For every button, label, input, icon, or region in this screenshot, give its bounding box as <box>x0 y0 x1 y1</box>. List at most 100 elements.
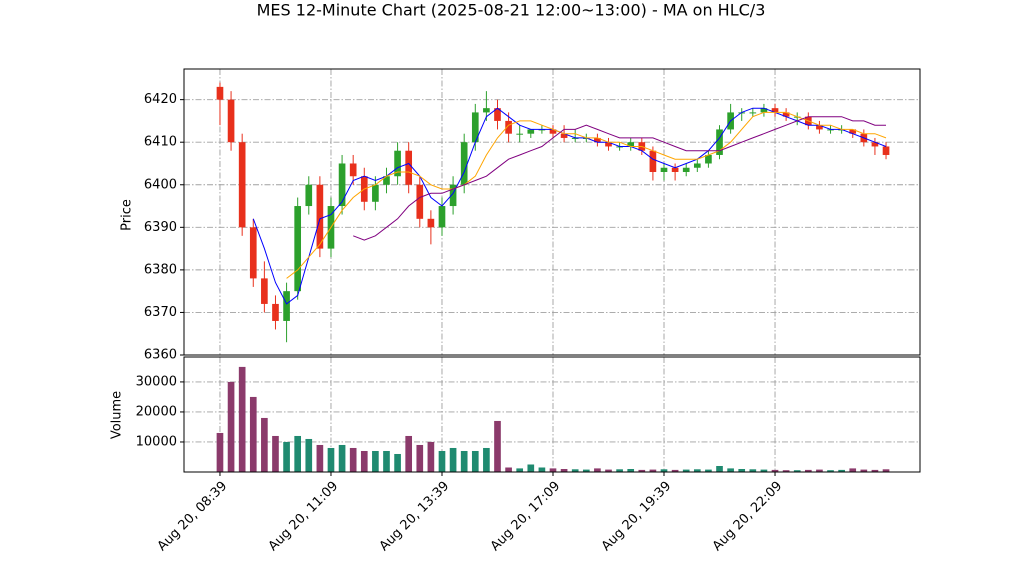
volume-bar <box>272 435 279 472</box>
candle-body <box>871 142 879 147</box>
volume-bar <box>660 469 668 472</box>
candle-body <box>238 142 246 228</box>
volume-bar <box>705 469 712 472</box>
volume-bar <box>349 447 357 472</box>
volume-bar <box>249 396 257 472</box>
volume-bar <box>605 469 612 472</box>
candle-body <box>649 150 657 172</box>
candle-body <box>560 133 568 138</box>
candle-body <box>427 218 435 228</box>
volume-bar <box>682 469 690 472</box>
volume-bar <box>305 438 313 472</box>
candle-body <box>338 163 346 207</box>
candle-body <box>483 108 490 113</box>
x-tick-label: Aug 20, 17:09 <box>488 479 564 555</box>
candle-body <box>216 86 224 100</box>
candle-body <box>249 227 257 279</box>
y-tick-label: 6380 <box>144 262 177 277</box>
volume-bar <box>827 470 834 472</box>
x-tick-label: Aug 20, 22:09 <box>710 479 786 555</box>
volume-bar <box>216 432 224 472</box>
volume-bar <box>327 447 335 472</box>
price-panel-frame <box>183 68 921 356</box>
volume-bar <box>294 435 302 472</box>
volume-bar <box>416 444 424 472</box>
volume-bar <box>638 469 646 472</box>
volume-bar <box>427 441 435 472</box>
volume-tick-label: 20000 <box>136 404 177 419</box>
volume-bar <box>582 469 590 472</box>
candle-body <box>849 129 857 134</box>
candle-body <box>494 108 501 121</box>
candle-body <box>582 137 590 139</box>
volume-bar <box>494 420 501 472</box>
volume-bar <box>571 469 579 472</box>
candle-body <box>349 163 357 177</box>
candle-body <box>394 150 401 177</box>
candle-body <box>705 154 712 164</box>
candle-body <box>405 150 413 185</box>
volume-bar <box>538 467 546 472</box>
candle-body <box>294 206 302 292</box>
volume-tick-label: 30000 <box>136 374 177 389</box>
volume-bar <box>627 468 635 472</box>
candle-body <box>516 133 524 135</box>
x-tick-label: Aug 20, 19:39 <box>599 479 675 555</box>
candle-body <box>782 112 790 117</box>
volume-bar <box>649 469 657 472</box>
moving-average-line <box>286 111 887 279</box>
candle-body <box>627 142 635 147</box>
candle-body <box>372 184 379 202</box>
candle-body <box>549 129 557 134</box>
candle-body <box>760 108 768 113</box>
candle-body <box>882 146 890 155</box>
volume-bar <box>549 468 557 472</box>
volume-bar <box>693 469 701 472</box>
volume-axis-label: Volume <box>110 391 125 439</box>
candle-body <box>660 167 668 172</box>
volume-bar <box>283 441 290 472</box>
candle-body <box>460 142 468 185</box>
volume-bar <box>316 444 324 472</box>
y-tick-label: 6370 <box>144 305 177 320</box>
candle-body <box>283 291 290 321</box>
candle-body <box>416 184 424 219</box>
volume-bar <box>738 468 746 472</box>
candle-body <box>605 142 612 147</box>
candle-body <box>716 129 723 155</box>
volume-bar <box>760 469 768 472</box>
candle-body <box>816 125 823 130</box>
volume-bar <box>505 467 512 472</box>
y-tick-label: 6390 <box>144 220 177 235</box>
candle-body <box>316 184 324 249</box>
chart-title: MES 12-Minute Chart (2025-08-21 12:00~13… <box>257 1 766 20</box>
candle-body <box>693 163 701 168</box>
y-axis-label: Price <box>120 199 135 231</box>
candle-body <box>261 278 268 304</box>
moving-average-line <box>252 107 887 305</box>
volume-bar <box>471 450 479 472</box>
candle-body <box>571 137 579 139</box>
candle-body <box>527 129 535 134</box>
volume-bar <box>516 468 524 472</box>
volume-bar <box>804 469 812 472</box>
x-tick-label: Aug 20, 11:09 <box>266 479 342 555</box>
candle-body <box>471 112 479 143</box>
volume-bar <box>727 468 734 472</box>
volume-bar <box>871 469 879 472</box>
candle-body <box>771 108 779 113</box>
volume-bar <box>749 469 757 472</box>
volume-bar <box>227 381 235 472</box>
volume-bar <box>527 464 535 472</box>
y-tick-label: 6410 <box>144 135 177 150</box>
volume-bar <box>882 469 890 472</box>
candle-body <box>594 137 601 143</box>
candle-body <box>449 184 457 207</box>
candle-body <box>438 206 446 228</box>
volume-bar <box>405 435 413 472</box>
volume-bar <box>460 450 468 472</box>
candle-body <box>827 129 834 131</box>
volume-bar <box>716 465 723 472</box>
candle-body <box>227 99 235 143</box>
